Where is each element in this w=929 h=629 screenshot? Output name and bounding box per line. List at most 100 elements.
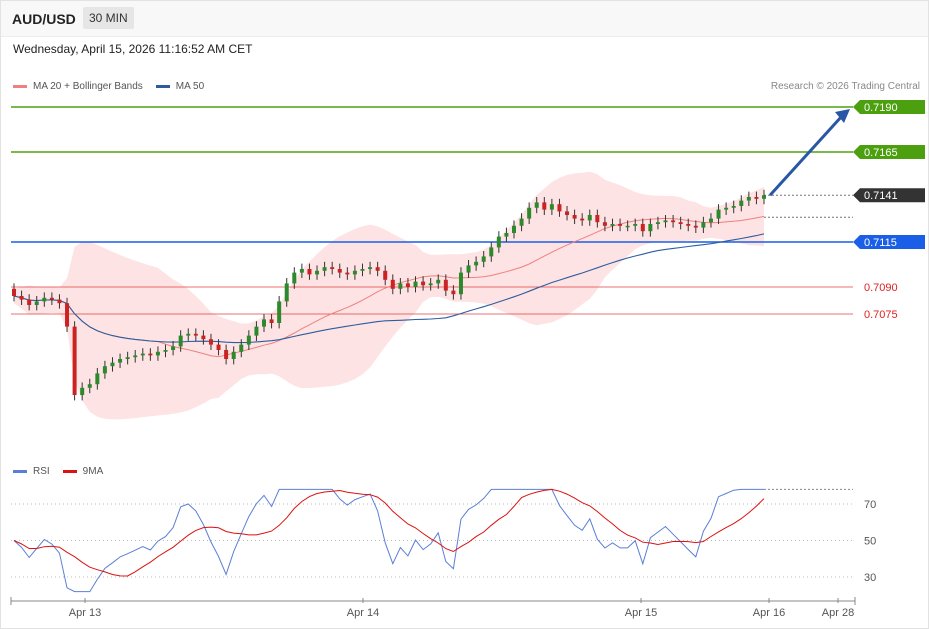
- candle-body: [602, 222, 607, 226]
- candle-body: [27, 299, 32, 305]
- top-bar: AUD/USD 30 MIN: [0, 0, 929, 37]
- candle-body: [489, 247, 494, 257]
- candle-body: [731, 206, 736, 208]
- chart-datetime: Wednesday, April 15, 2026 11:16:52 AM CE…: [13, 42, 253, 56]
- candle-body: [216, 344, 221, 350]
- candle-body: [527, 207, 532, 219]
- candle-body: [754, 197, 759, 199]
- candle-body: [451, 290, 456, 295]
- candle-body: [110, 362, 115, 367]
- rsi-line: [13, 488, 764, 593]
- candle-body: [12, 288, 16, 296]
- candle-body: [549, 204, 554, 210]
- candle-body: [315, 270, 320, 275]
- candle-body: [678, 222, 683, 224]
- candle-body: [148, 353, 153, 356]
- price-legend: MA 20 + Bollinger Bands MA 50: [13, 81, 217, 92]
- candle-body: [504, 233, 509, 237]
- candle-body: [625, 225, 630, 228]
- candle-body: [49, 297, 54, 300]
- candle-body: [102, 366, 107, 374]
- level-label-4: 0.7090: [864, 282, 898, 294]
- candle-body: [618, 224, 623, 226]
- x-tick-label: Apr 28: [822, 607, 854, 619]
- level-label-2: 0.7141: [864, 190, 898, 202]
- rsi-ma-swatch: [62, 470, 77, 473]
- rsi-legend: RSI 9MA: [13, 466, 116, 477]
- level-label-5: 0.7075: [864, 309, 898, 321]
- candle-body: [762, 195, 766, 199]
- candle-body: [57, 299, 62, 304]
- candle-body: [133, 355, 138, 358]
- candle-body: [19, 296, 24, 300]
- candle-body: [368, 267, 373, 269]
- x-tick-label: Apr 14: [347, 607, 379, 619]
- rsi-ma-line: [13, 488, 765, 577]
- candle-body: [708, 218, 713, 223]
- ma50-line: [13, 233, 765, 344]
- projection-arrow-line: [768, 114, 844, 197]
- candle-body: [436, 279, 441, 284]
- level-badge-2: [853, 188, 925, 203]
- candle-body: [580, 218, 585, 221]
- candle-body: [65, 303, 70, 327]
- candle-body: [648, 224, 653, 232]
- candle-body: [671, 220, 676, 223]
- candle-body: [87, 384, 92, 388]
- candle-body: [307, 269, 312, 275]
- candle-body: [231, 351, 236, 359]
- candle-body: [572, 215, 577, 219]
- candle-body: [739, 200, 744, 206]
- candle-body: [239, 344, 244, 352]
- candle-body: [512, 225, 516, 233]
- candle-body: [655, 222, 660, 224]
- candle-body: [208, 339, 213, 345]
- candle-body: [428, 283, 433, 286]
- candle-body: [640, 224, 645, 232]
- candle-body: [390, 279, 395, 289]
- candle-body: [716, 209, 721, 219]
- candle-body: [686, 224, 691, 226]
- candle-body: [443, 279, 448, 291]
- ma50-swatch: [155, 85, 170, 88]
- candle-body: [481, 256, 486, 262]
- candle-body: [34, 301, 39, 305]
- candle-body: [186, 333, 191, 336]
- candle-body: [201, 335, 206, 340]
- candle-body: [724, 207, 729, 210]
- candle-body: [360, 269, 365, 271]
- level-label-3: 0.7115: [864, 237, 897, 249]
- candle-body: [337, 269, 342, 273]
- level-badge-1: [853, 145, 925, 159]
- rsi-tick-label: 50: [864, 536, 876, 548]
- rsi-tick-label: 70: [864, 499, 876, 511]
- legend-ma20-label: MA 20 + Bollinger Bands: [33, 81, 143, 92]
- candle-body: [557, 204, 562, 212]
- candle-body: [519, 218, 524, 226]
- candle-body: [95, 373, 100, 385]
- candle-body: [352, 270, 357, 275]
- candle-body: [413, 281, 418, 287]
- x-tick-label: Apr 13: [69, 607, 101, 619]
- projection-arrow-head: [835, 109, 850, 123]
- candle-body: [262, 319, 266, 327]
- candle-body: [587, 215, 592, 221]
- candle-body: [140, 353, 145, 356]
- candle-body: [542, 202, 547, 210]
- candle-body: [330, 267, 335, 269]
- rsi-swatch: [13, 470, 27, 473]
- candle-body: [80, 387, 85, 395]
- candle-body: [72, 326, 77, 395]
- candle-body: [458, 272, 463, 295]
- level-label-0: 0.7190: [864, 102, 898, 114]
- candle-body: [171, 346, 176, 350]
- candle-body: [178, 335, 183, 347]
- candle-body: [405, 283, 410, 287]
- timeframe-button[interactable]: 30 MIN: [83, 7, 134, 29]
- candle-body: [693, 225, 698, 228]
- ma20-swatch: [13, 85, 27, 88]
- symbol-label: AUD/USD: [12, 11, 76, 27]
- candle-body: [322, 267, 327, 271]
- x-tick-label: Apr 16: [753, 607, 785, 619]
